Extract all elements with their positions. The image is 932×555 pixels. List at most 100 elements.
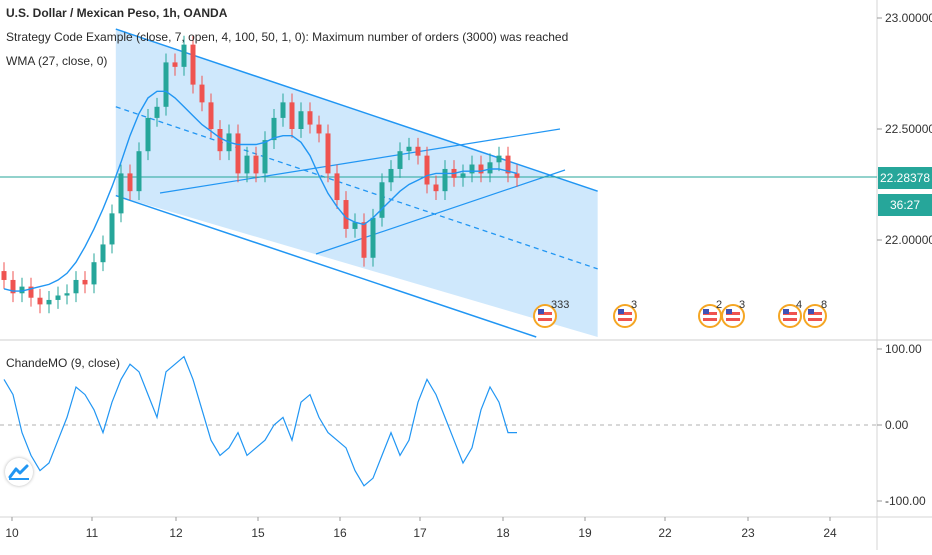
trend-line-lower[interactable] xyxy=(315,169,566,255)
channel-lower-line[interactable] xyxy=(115,194,537,338)
candle[interactable] xyxy=(271,109,277,149)
economic-event-marker[interactable]: 333 xyxy=(533,299,569,328)
channel-upper-line[interactable] xyxy=(115,28,598,192)
candle[interactable] xyxy=(10,271,16,303)
candle[interactable] xyxy=(145,109,151,161)
trend-line-upper[interactable] xyxy=(159,128,561,194)
flag-stripe xyxy=(783,318,797,321)
economic-event-marker[interactable]: 3 xyxy=(721,299,745,328)
candle[interactable] xyxy=(118,164,124,223)
candle[interactable] xyxy=(280,93,286,127)
tradingview-logo[interactable] xyxy=(5,458,33,486)
candle[interactable] xyxy=(73,271,79,303)
candle[interactable] xyxy=(433,175,439,201)
strategy-legend[interactable]: Strategy Code Example (close, 7, open, 4… xyxy=(6,30,569,44)
candle[interactable] xyxy=(19,277,25,303)
candle[interactable] xyxy=(154,97,160,127)
candle[interactable] xyxy=(64,284,70,305)
candle[interactable] xyxy=(91,253,97,294)
candle-body xyxy=(460,173,466,178)
candle[interactable] xyxy=(478,155,484,183)
candle[interactable] xyxy=(469,155,475,183)
flag-stripe xyxy=(783,312,797,315)
candle[interactable] xyxy=(244,146,250,183)
candle[interactable] xyxy=(307,102,313,134)
candle[interactable] xyxy=(406,137,412,161)
candle[interactable] xyxy=(136,142,142,201)
candle[interactable] xyxy=(127,164,133,201)
economic-event-marker[interactable]: 8 xyxy=(803,299,827,328)
economic-event-marker[interactable]: 4 xyxy=(778,299,802,328)
trend-lines[interactable] xyxy=(159,128,566,255)
candle[interactable] xyxy=(37,288,43,314)
candle[interactable] xyxy=(415,137,421,165)
candle[interactable] xyxy=(217,120,223,161)
candle[interactable] xyxy=(1,262,7,289)
candle[interactable] xyxy=(199,75,205,112)
channel-middle-line[interactable] xyxy=(115,106,598,270)
event-count: 333 xyxy=(551,299,569,311)
osc-tick-label: 0.00 xyxy=(885,418,909,432)
candle-body xyxy=(415,146,421,156)
candle[interactable] xyxy=(181,35,187,76)
price-tick-label: 22.50000 xyxy=(885,122,932,136)
candle[interactable] xyxy=(82,271,88,294)
candle[interactable] xyxy=(460,164,466,187)
candle-body xyxy=(199,84,205,103)
candle[interactable] xyxy=(28,277,34,307)
candle[interactable] xyxy=(253,146,259,183)
candle[interactable] xyxy=(316,115,322,143)
candle[interactable] xyxy=(46,291,52,314)
candle-body xyxy=(100,244,106,263)
candle[interactable] xyxy=(388,160,394,192)
candle[interactable] xyxy=(343,191,349,238)
candle-body xyxy=(235,133,241,174)
regression-channel[interactable] xyxy=(115,28,598,338)
candle-body xyxy=(496,155,502,163)
candle[interactable] xyxy=(289,93,295,138)
candle[interactable] xyxy=(379,173,385,227)
candle[interactable] xyxy=(172,53,178,76)
candle[interactable] xyxy=(190,35,196,94)
candle[interactable] xyxy=(298,102,304,138)
candle-body xyxy=(244,155,250,174)
flag-stripe xyxy=(808,318,822,321)
candle[interactable] xyxy=(496,146,502,172)
chande-mo-line[interactable] xyxy=(3,355,517,487)
candle[interactable] xyxy=(55,286,61,309)
candle-body xyxy=(145,117,151,152)
price-axis[interactable]: 23.00000 22.50000 22.00000 xyxy=(877,11,932,247)
wma-legend[interactable]: WMA (27, close, 0) xyxy=(6,54,108,68)
candle[interactable] xyxy=(442,160,448,201)
candle[interactable] xyxy=(424,146,430,194)
candle-body xyxy=(388,168,394,183)
time-axis[interactable]: 10 11 12 15 16 17 18 19 22 23 24 xyxy=(5,517,837,540)
candle[interactable] xyxy=(334,164,340,209)
candle[interactable] xyxy=(325,124,331,183)
candle[interactable] xyxy=(487,153,493,183)
candle-body xyxy=(334,173,340,201)
event-markers[interactable]: 333 3 2 3 4 8 xyxy=(533,299,827,328)
symbol-title[interactable]: U.S. Dollar / Mexican Peso, 1h, OANDA xyxy=(6,6,228,20)
candle[interactable] xyxy=(100,235,106,272)
candle[interactable] xyxy=(235,124,241,183)
candle-body xyxy=(154,106,160,118)
candle[interactable] xyxy=(163,53,169,116)
candle[interactable] xyxy=(514,164,520,187)
oscillator-axis[interactable]: 100.00 0.00 -100.00 xyxy=(877,342,926,508)
candle[interactable] xyxy=(505,146,511,183)
candle-body xyxy=(118,173,124,214)
candle[interactable] xyxy=(352,213,358,238)
candle[interactable] xyxy=(109,204,115,254)
candle[interactable] xyxy=(361,213,367,267)
candle-body xyxy=(64,293,70,296)
candlestick-series[interactable] xyxy=(1,35,520,314)
candle[interactable] xyxy=(262,131,268,183)
wma-line[interactable] xyxy=(3,90,518,292)
chande-legend[interactable]: ChandeMO (9, close) xyxy=(6,356,121,370)
economic-event-marker[interactable]: 3 xyxy=(613,299,637,328)
candle-body xyxy=(487,162,493,174)
candle[interactable] xyxy=(397,142,403,178)
